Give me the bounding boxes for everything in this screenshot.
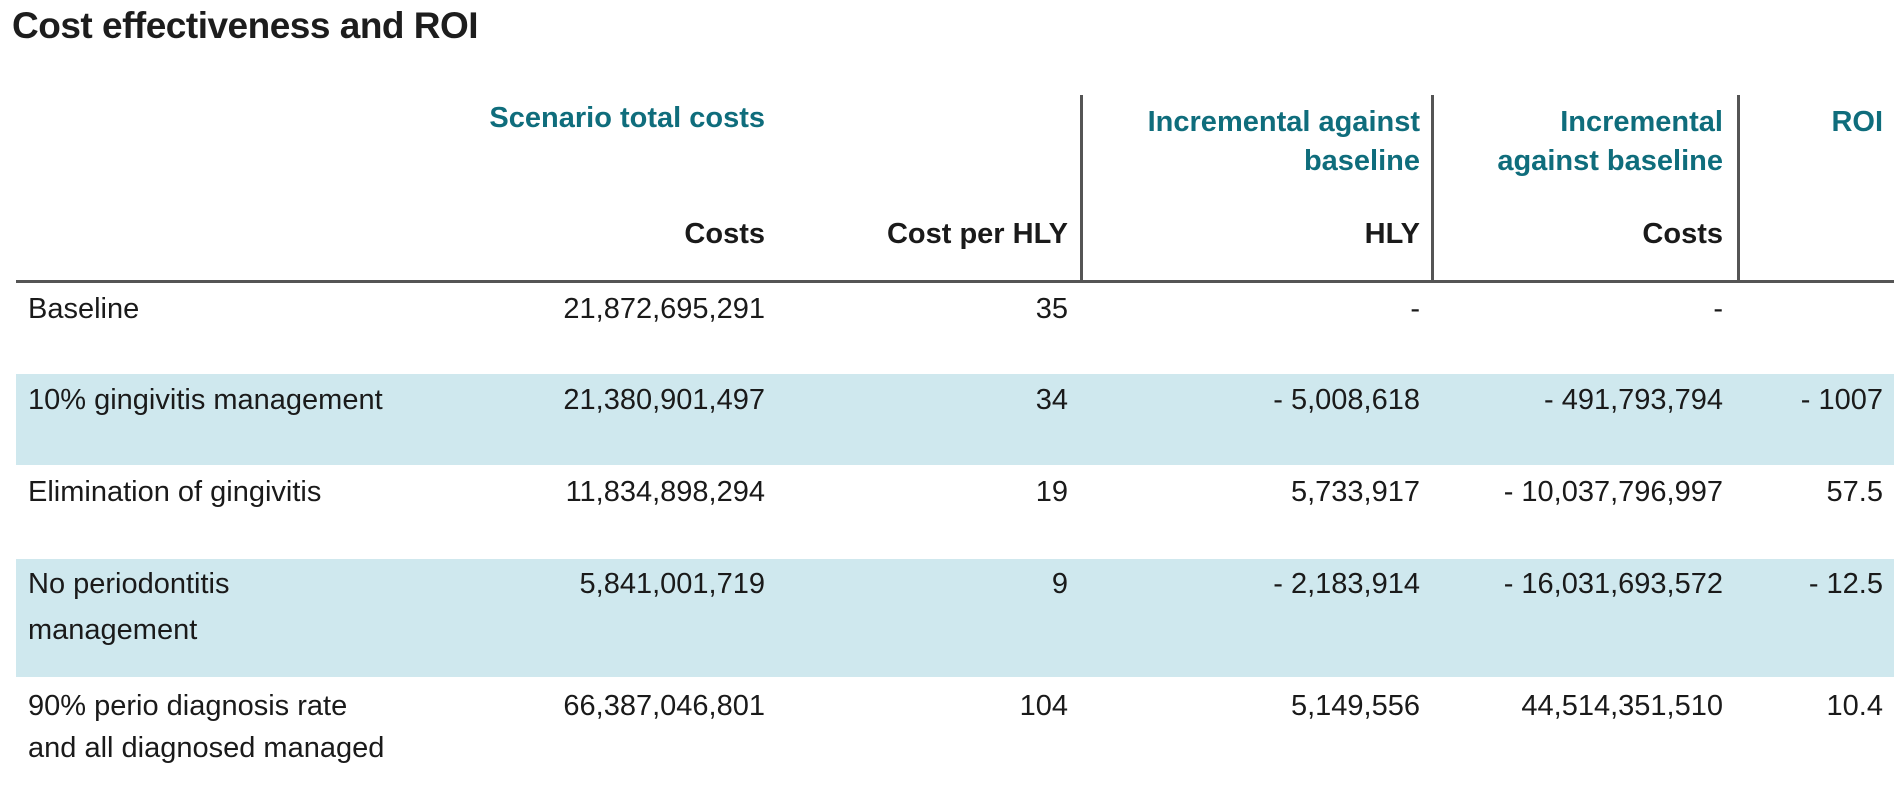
header-rule [16,280,1894,283]
scenario-label: 10% gingivitis management [28,384,383,416]
costs-cell: 66,387,046,801 [563,690,765,722]
costs-cell: 11,834,898,294 [565,476,765,508]
scenario-label: No periodontitis [28,568,230,600]
header-col-hly: HLY [1364,218,1420,250]
roi-cell: 10.4 [1826,690,1883,722]
hly-cell: - 2,183,914 [1273,568,1420,600]
scenario-label: Baseline [28,293,140,325]
costs-cell: 21,380,901,497 [563,384,765,416]
scenario-label: Elimination of gingivitis [28,476,322,508]
roi-cell: - 1007 [1800,384,1883,416]
roi-cell: 57.5 [1826,476,1883,508]
header-col-inc-costs: Costs [1642,218,1723,250]
inc-costs-cell: - 10,037,796,997 [1503,476,1723,508]
header-col-costs: Costs [684,218,765,250]
header-incremental-hly-line2: baseline [1303,145,1420,177]
header-roi: ROI [1831,106,1883,138]
page-title: Cost effectiveness and ROI [12,5,479,46]
hly-cell: 5,149,556 [1290,690,1420,722]
costs-cell: 21,872,695,291 [563,293,765,325]
header-divider [1431,95,1434,281]
costs-cell: 5,841,001,719 [579,568,765,600]
hly-cell: - [1410,293,1420,325]
hly-cell: - 5,008,618 [1273,384,1420,416]
roi-cell: - 12.5 [1808,568,1883,600]
header-divider [1737,95,1740,281]
scenario-label: 90% perio diagnosis rate [28,690,348,722]
header-scenario-total-costs: Scenario total costs [489,102,765,134]
cost-per-hly-cell: 104 [1019,690,1068,722]
row-band [16,559,1894,677]
header-divider [1080,95,1083,281]
inc-costs-cell: - 491,793,794 [1544,384,1723,416]
scenario-label: management [28,614,198,646]
cost-per-hly-cell: 34 [1035,384,1068,416]
header-incremental-costs-line2: against baseline [1497,145,1723,177]
scenario-label: and all diagnosed managed [28,732,385,764]
header-col-cost-per-hly: Cost per HLY [886,218,1068,250]
inc-costs-cell: 44,514,351,510 [1521,690,1723,722]
header-incremental-hly-line1: Incremental against [1147,106,1420,138]
cost-per-hly-cell: 35 [1035,293,1068,325]
inc-costs-cell: - 16,031,693,572 [1503,568,1723,600]
cost-per-hly-cell: 19 [1035,476,1068,508]
cost-per-hly-cell: 9 [1051,568,1068,600]
header-incremental-costs-line1: Incremental [1560,106,1723,138]
row-band [16,374,1894,465]
inc-costs-cell: - [1713,293,1723,325]
hly-cell: 5,733,917 [1290,476,1420,508]
